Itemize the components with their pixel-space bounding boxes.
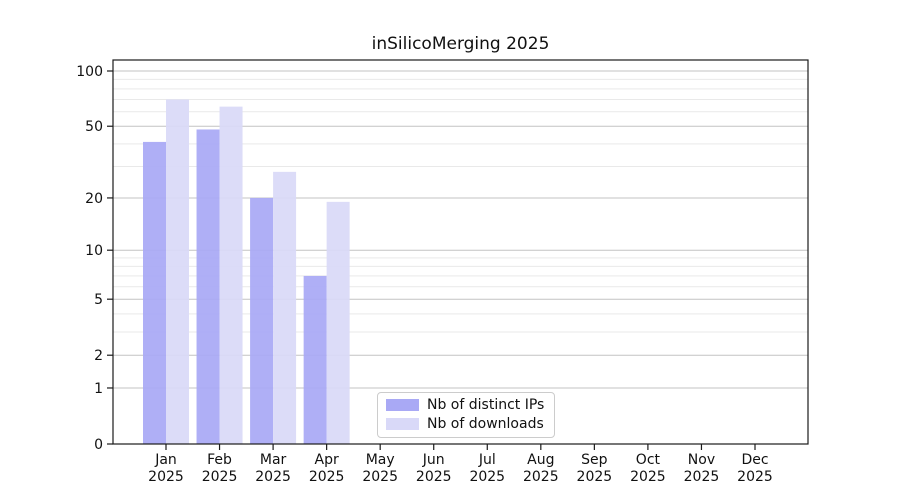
x-tick-label-feb: Feb 2025: [202, 452, 238, 485]
x-tick-label-jan: Jan 2025: [148, 452, 184, 485]
legend-label-downloads: Nb of downloads: [427, 416, 544, 432]
x-tick-label-sep: Sep 2025: [577, 452, 613, 485]
y-tick-label-10: 10: [85, 243, 103, 259]
x-tick-label-mar: Mar 2025: [255, 452, 291, 485]
bar-downloads-feb: [219, 106, 243, 444]
y-tick-label-20: 20: [85, 191, 103, 207]
x-tick-label-may: May 2025: [362, 452, 398, 485]
legend-item-downloads: Nb of downloads: [386, 416, 544, 432]
legend-item-distinct-ips: Nb of distinct IPs: [386, 397, 544, 413]
x-tick-label-apr: Apr 2025: [309, 452, 345, 485]
x-tick-label-dec: Dec 2025: [737, 452, 773, 485]
y-tick-label-100: 100: [76, 64, 103, 80]
bar-downloads-jan: [166, 99, 189, 444]
bar-ips-jan: [143, 141, 166, 444]
legend-swatch-distinct-ips: [386, 399, 419, 411]
x-tick-label-jul: Jul 2025: [469, 452, 505, 485]
y-tick-label-1: 1: [94, 381, 103, 397]
x-tick-label-oct: Oct 2025: [630, 452, 666, 485]
chart-title: inSilicoMerging 2025: [371, 34, 550, 54]
bar-downloads-apr: [326, 201, 350, 444]
plot-border: [112, 59, 809, 445]
y-tick-label-50: 50: [85, 119, 103, 135]
y-tick-label-0: 0: [94, 437, 103, 453]
bar-ips-feb: [196, 129, 220, 444]
x-tick-label-jun: Jun 2025: [416, 452, 452, 485]
y-tick-label-5: 5: [94, 292, 103, 308]
x-tick-label-nov: Nov 2025: [684, 452, 720, 485]
y-tick-label-2: 2: [94, 348, 103, 364]
legend: Nb of distinct IPs Nb of downloads: [377, 392, 556, 438]
bar-downloads-mar: [273, 171, 297, 444]
legend-label-distinct-ips: Nb of distinct IPs: [427, 397, 545, 413]
legend-swatch-downloads: [386, 418, 419, 430]
bar-ips-mar: [250, 197, 274, 444]
bar-ips-apr: [303, 275, 327, 444]
x-tick-label-aug: Aug 2025: [523, 452, 559, 485]
